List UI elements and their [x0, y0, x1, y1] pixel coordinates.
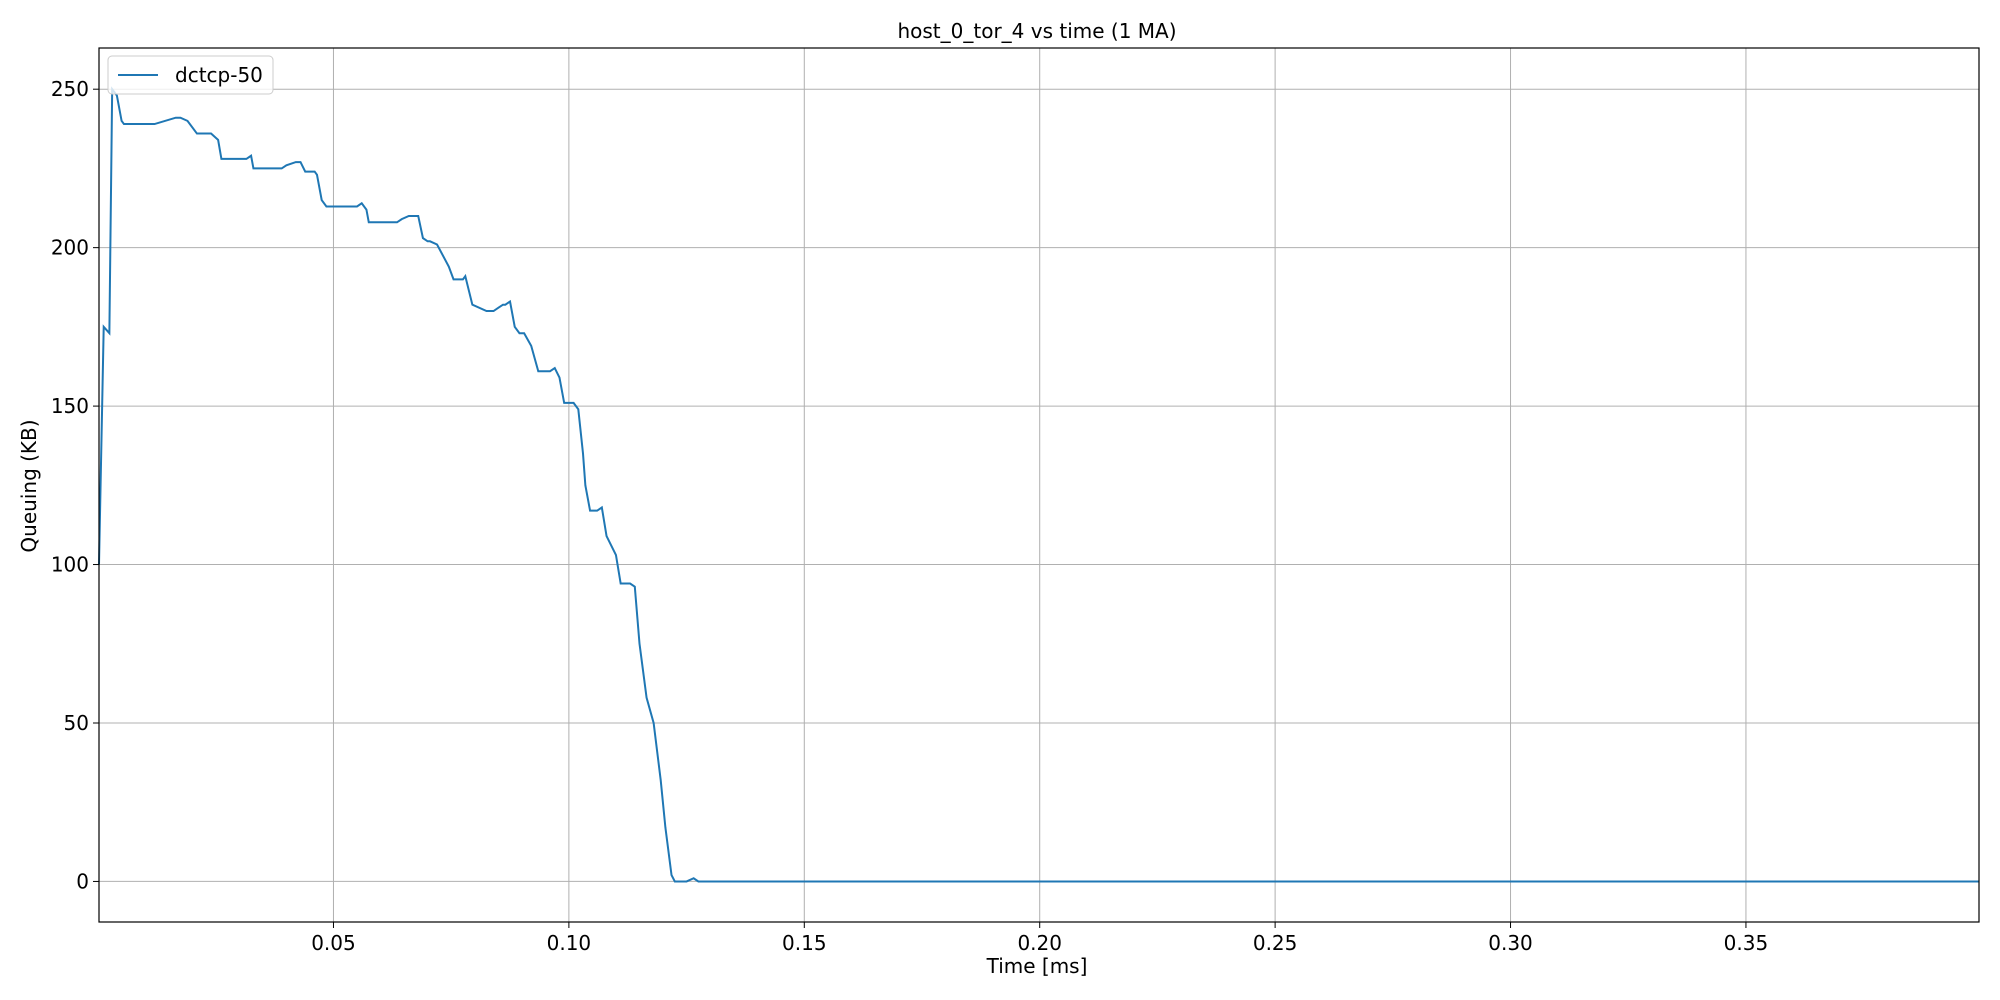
chart-title: host_0_tor_4 vs time (1 MA): [897, 19, 1176, 43]
plot-frame: [98, 47, 1980, 923]
x-tick-label: 0.20: [1017, 931, 1062, 955]
y-tick-label: 100: [51, 553, 89, 577]
x-tick-label: 0.25: [1253, 931, 1298, 955]
y-tick-label: 250: [51, 77, 89, 101]
legend: dctcp-50: [107, 55, 274, 95]
series-layer: [98, 86, 1979, 883]
grid: [99, 48, 1979, 922]
x-axis-label: Time [ms]: [986, 954, 1088, 978]
y-axis-label: Queuing (KB): [17, 419, 41, 552]
x-tick-label: 0.15: [782, 931, 827, 955]
y-tick-label: 50: [64, 711, 89, 735]
y-tick-label: 150: [51, 394, 89, 418]
legend-box: [107, 55, 274, 95]
series-line-dctcp-50: [98, 86, 1979, 883]
y-tick-label: 0: [76, 869, 89, 893]
x-axis-ticks: 0.05 0.10 0.15 0.20 0.25 0.30 0.35: [311, 922, 1768, 955]
x-tick-label: 0.30: [1488, 931, 1533, 955]
x-tick-label: 0.35: [1724, 931, 1769, 955]
y-tick-label: 200: [51, 236, 89, 260]
x-tick-label: 0.05: [311, 931, 356, 955]
y-axis-ticks: 0 50 100 150 200 250: [51, 77, 99, 893]
x-tick-label: 0.10: [547, 931, 592, 955]
legend-label: dctcp-50: [175, 63, 263, 87]
